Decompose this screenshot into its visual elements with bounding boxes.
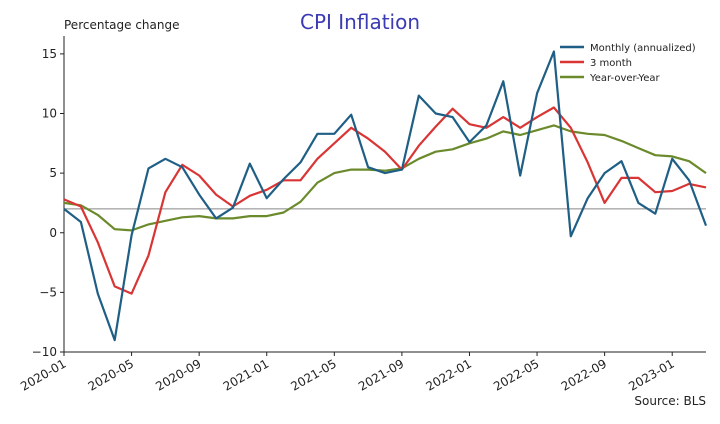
x-tick-label: 2022-01 <box>424 356 474 393</box>
y-tick-label: 15 <box>42 47 57 61</box>
legend-label: 3 month <box>590 58 632 69</box>
y-tick-label: −5 <box>39 285 57 299</box>
source-note: Source: BLS <box>634 394 706 408</box>
series-line-year-over-year <box>63 124 707 232</box>
chart-title: CPI Inflation <box>299 10 421 34</box>
x-tick-label: 2020-09 <box>153 356 203 393</box>
legend-label: Monthly (annualized) <box>590 43 696 54</box>
y-axis-label: Percentage change <box>64 18 180 32</box>
x-tick-label: 2023-01 <box>626 356 676 393</box>
series-line-monthly-annualized <box>63 50 708 342</box>
y-tick-label: 10 <box>42 107 57 121</box>
x-tick-label: 2021-01 <box>221 356 271 393</box>
x-tick-label: 2022-05 <box>491 356 541 393</box>
y-tick-label: 0 <box>49 226 57 240</box>
legend-label: Year-over-Year <box>589 73 660 84</box>
x-tick-label: 2020-05 <box>86 356 136 393</box>
x-tick-label: 2021-09 <box>356 356 406 393</box>
y-tick-label: −10 <box>32 345 57 359</box>
y-tick-label: 5 <box>49 166 57 180</box>
x-tick-label: 2022-09 <box>559 356 609 393</box>
x-tick-label: 2020-01 <box>18 356 68 393</box>
series-line-3-month <box>63 106 707 295</box>
x-tick-label: 2021-05 <box>288 356 338 393</box>
